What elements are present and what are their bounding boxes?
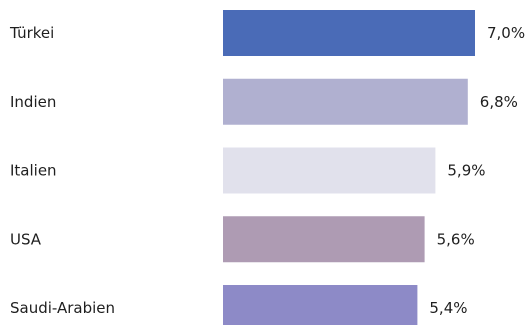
category-label: Indien (10, 93, 56, 111)
category-label: USA (10, 230, 42, 248)
category-label: Türkei (9, 24, 54, 42)
data-label: 5,6% (437, 230, 475, 248)
data-label: 5,4% (429, 299, 467, 317)
category-label: Italien (10, 162, 57, 180)
data-label: 7,0% (487, 24, 525, 42)
bar (223, 285, 418, 325)
data-label: 6,8% (480, 93, 518, 111)
data-label: 5,9% (447, 162, 485, 180)
bar (223, 216, 425, 263)
bar (223, 78, 468, 125)
category-label: Saudi-Arabien (10, 299, 115, 317)
bar (223, 147, 436, 194)
bar (223, 10, 475, 56)
